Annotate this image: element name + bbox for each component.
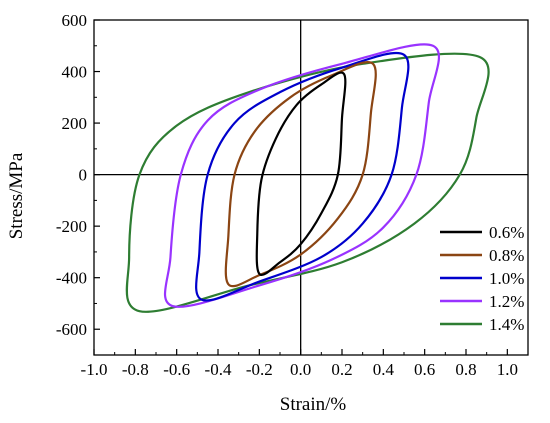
x-tick-label: -0.4	[205, 360, 232, 379]
y-tick-label: -200	[56, 217, 87, 236]
series-loop-0-8pct	[224, 61, 377, 288]
x-tick-label: -1.0	[81, 360, 108, 379]
y-tick-label: -600	[56, 320, 87, 339]
series-loop-1-0pct	[195, 51, 410, 302]
x-tick-label: 0.6	[414, 360, 435, 379]
y-tick-label: 0	[79, 166, 88, 185]
legend-label-0-8pct: 0.8%	[489, 246, 524, 265]
y-tick-label: 600	[62, 11, 88, 30]
plot-border	[93, 19, 529, 356]
tick-labels: -1.0 -0.8 -0.6 -0.4 -0.2 0.0 0.2 0.4 0.6 0.8 1.0 -6…	[56, 11, 518, 379]
x-tick-label: -0.8	[122, 360, 149, 379]
series-loop-0-6pct	[255, 71, 347, 276]
series-loop-1-2pct	[163, 43, 441, 308]
x-tick-label: -0.6	[163, 360, 190, 379]
y-axis-title: Stress/MPa	[6, 152, 27, 239]
x-tick-label: -0.2	[246, 360, 273, 379]
y-tick-label: -400	[56, 269, 87, 288]
reference-lines	[94, 20, 528, 355]
legend: 0.6% 0.8% 1.0% 1.2% 1.4%	[440, 223, 524, 334]
legend-label-1-2pct: 1.2%	[489, 292, 524, 311]
x-tick-label: 0.2	[331, 360, 352, 379]
series-layer	[125, 43, 490, 313]
series-loop-1-4pct	[125, 52, 490, 313]
x-tick-label: 0.8	[455, 360, 476, 379]
x-tick-label: 0.4	[373, 360, 395, 379]
axis-ticks	[93, 19, 508, 355]
x-axis-title: Strain/%	[280, 394, 347, 415]
y-tick-label: 200	[62, 114, 88, 133]
x-tick-label: 0.0	[290, 360, 311, 379]
x-tick-label: 1.0	[497, 360, 518, 379]
legend-label-1-4pct: 1.4%	[489, 315, 524, 334]
plot-frame	[93, 19, 529, 356]
y-tick-label: 400	[62, 63, 88, 82]
legend-label-1-0pct: 1.0%	[489, 269, 524, 288]
legend-label-0-6pct: 0.6%	[489, 223, 524, 242]
